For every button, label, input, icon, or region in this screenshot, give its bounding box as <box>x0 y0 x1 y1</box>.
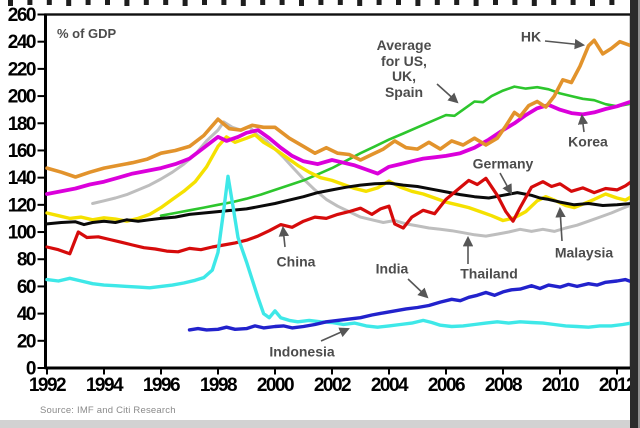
x-tick-label: 2000 <box>257 375 294 396</box>
korea-label-arrow <box>577 113 589 133</box>
top-edge-dash <box>260 0 266 5</box>
series-line-germany <box>45 181 633 227</box>
top-edge-dash <box>531 0 537 6</box>
top-edge-dash <box>163 0 169 5</box>
malaysia-label-arrow <box>555 206 566 242</box>
top-edge-dash <box>337 0 343 5</box>
top-edge-dash <box>376 0 382 5</box>
top-edge-dash <box>182 0 188 6</box>
y-tick-label: 0 <box>26 359 36 380</box>
y-tick-label: 140 <box>8 168 36 189</box>
top-edge-dash <box>105 0 110 5</box>
x-tick-label: 1998 <box>200 375 237 396</box>
top-edge-dash <box>46 0 52 5</box>
y-tick-label: 80 <box>17 250 36 271</box>
top-edge-dash <box>221 0 227 5</box>
top-edge-dash <box>66 0 72 6</box>
y-tick-label: 120 <box>8 195 36 216</box>
top-edge-dash <box>570 0 576 5</box>
source-text: Source: IMF and Citi Research <box>40 405 176 416</box>
top-edge-dash <box>473 0 479 6</box>
india-label-arrow <box>407 278 429 299</box>
series-line-malaysia <box>45 133 633 223</box>
y-tick-label: 260 <box>8 5 36 26</box>
top-edge-dash <box>551 0 557 5</box>
y-tick-label: 60 <box>17 277 36 298</box>
y-tick-label: 240 <box>8 32 36 53</box>
top-edge-dash <box>512 0 518 5</box>
top-edge-dash <box>124 0 130 6</box>
series-line-thailand <box>91 120 633 238</box>
x-tick-label: 1996 <box>143 375 180 396</box>
y-tick-label: 20 <box>17 331 36 352</box>
top-edge-dash <box>415 0 421 6</box>
germany-label-arrow <box>499 172 513 195</box>
x-tick-label: 2004 <box>371 375 409 396</box>
slide-right-border <box>630 0 638 428</box>
x-tick-label: 2008 <box>485 375 522 396</box>
y-tick-label: 100 <box>8 223 36 244</box>
top-edge-dash <box>85 0 91 5</box>
top-edge-dash <box>609 0 615 5</box>
y-tick-label: 160 <box>8 141 36 162</box>
top-edge-dash <box>202 0 207 5</box>
series-line-hk <box>45 38 634 179</box>
series-line-china <box>45 176 633 256</box>
y-axis-unit-label: % of GDP <box>57 26 117 41</box>
series-line-indonesia <box>45 174 633 329</box>
series-line-korea <box>45 99 634 196</box>
top-edge-dash <box>454 0 460 5</box>
top-edge-dash <box>396 0 401 5</box>
top-edge-dash <box>279 0 285 5</box>
series-line-india <box>187 277 633 332</box>
y-tick-label: 200 <box>8 87 36 108</box>
top-edge-dash <box>493 0 498 5</box>
slide-right-border-edge <box>638 0 640 428</box>
china-label-arrow <box>278 225 290 248</box>
hk-label-arrow <box>544 38 586 50</box>
bottom-strip <box>0 420 640 428</box>
indonesia-label-arrow <box>320 327 350 342</box>
top-edge-dash <box>590 0 595 6</box>
x-tick-label: 2002 <box>314 375 351 396</box>
top-edge-dash <box>240 0 246 6</box>
top-edge-dash <box>299 0 304 6</box>
top-edge-dash <box>143 0 149 5</box>
top-edge-dash <box>8 0 13 6</box>
x-tick-label: 2010 <box>542 375 579 396</box>
top-edge-dash <box>357 0 363 6</box>
top-edge-dash <box>434 0 440 5</box>
series-line-average-for-us-uk-spain <box>159 85 633 217</box>
x-tick-label: 1992 <box>29 375 66 396</box>
top-edge-dash <box>318 0 324 5</box>
x-tick-label: 2006 <box>428 375 465 396</box>
y-tick-label: 40 <box>17 304 36 325</box>
y-tick-label: 180 <box>8 114 36 135</box>
top-edge-dash <box>27 0 33 5</box>
x-tick-label: 2012 <box>599 375 636 396</box>
y-tick-label: 220 <box>8 59 36 80</box>
x-tick-label: 1994 <box>86 375 124 396</box>
avg-label-arrow <box>436 83 459 104</box>
